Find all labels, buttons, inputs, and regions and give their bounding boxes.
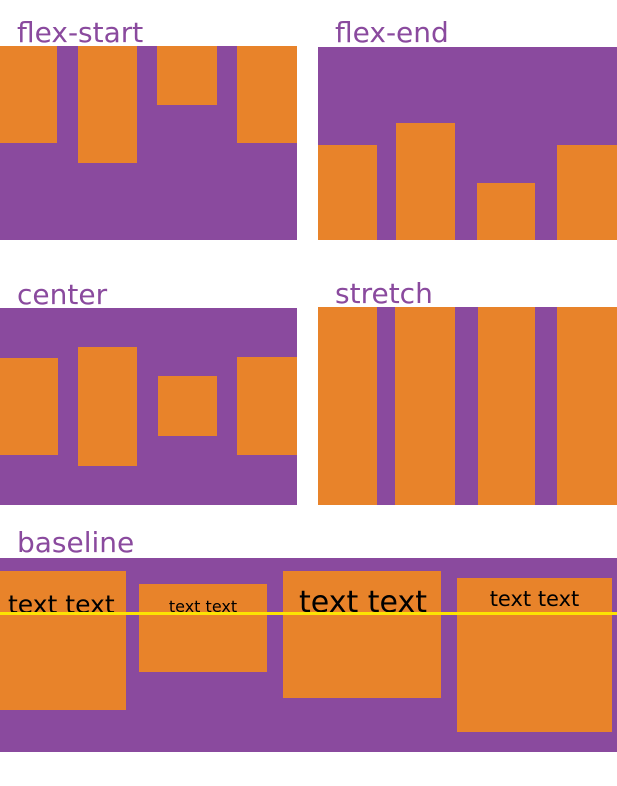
stretch-container: [318, 307, 617, 505]
flex-item: [477, 183, 535, 240]
center-container: [0, 308, 297, 505]
panel-label-flex-start: flex-start: [17, 16, 144, 49]
flex-item: [0, 46, 57, 143]
flex-item: text text: [0, 571, 126, 710]
flex-item: [318, 307, 377, 505]
flex-start-container: [0, 46, 297, 240]
flex-end-container: [318, 47, 617, 240]
baseline-item-text: text text: [489, 587, 580, 611]
flex-item: [395, 307, 455, 505]
flex-item: [237, 46, 297, 143]
flex-item: [78, 46, 137, 163]
panel-label-center: center: [17, 278, 108, 311]
panel-label-baseline: baseline: [17, 526, 135, 559]
flex-item: [396, 123, 455, 240]
flex-item: text text: [457, 578, 612, 732]
flex-item: [0, 358, 58, 455]
panel-label-stretch: stretch: [335, 277, 433, 310]
flex-item: [158, 376, 217, 436]
flex-item: [157, 46, 217, 105]
flex-item: [318, 145, 377, 240]
flex-item: text text: [283, 571, 441, 698]
baseline-indicator-line: [0, 612, 617, 615]
flex-item: [478, 307, 535, 505]
baseline-container: text text text text text text text text: [0, 558, 617, 752]
flex-item: [557, 145, 617, 240]
flex-item: [78, 347, 137, 466]
flex-item: [237, 357, 297, 455]
baseline-item-text: text text: [168, 597, 238, 616]
flex-item: [557, 307, 617, 505]
flex-item: text text: [139, 584, 267, 672]
panel-label-flex-end: flex-end: [335, 16, 449, 49]
